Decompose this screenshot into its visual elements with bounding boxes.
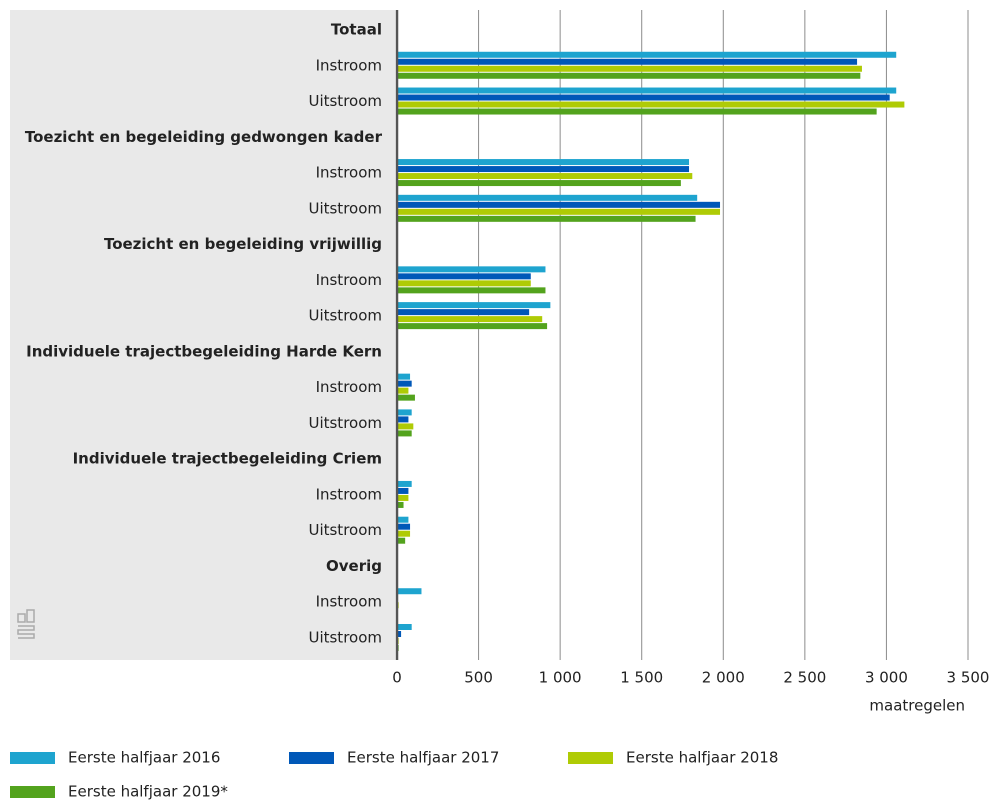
category-label: Instroom (316, 593, 382, 611)
legend-label: Eerste halfjaar 2019* (68, 783, 228, 801)
bar (397, 51, 897, 58)
bar (397, 194, 698, 201)
bar (397, 72, 861, 79)
bar (397, 480, 412, 487)
legend-label: Eerste halfjaar 2016 (68, 749, 220, 767)
category-label: Uitstroom (308, 92, 382, 110)
bar (397, 159, 690, 166)
x-tick-label: 3 500 (947, 669, 990, 687)
group-label: Overig (326, 557, 382, 575)
bar (397, 423, 414, 430)
bar (397, 302, 551, 309)
bar (397, 173, 693, 180)
bar (397, 215, 696, 222)
bar (397, 108, 877, 115)
label-panel (10, 10, 395, 660)
x-tick-label: 2 500 (783, 669, 826, 687)
category-label: Uitstroom (308, 629, 382, 647)
category-label: Uitstroom (308, 307, 382, 325)
bar (397, 631, 402, 637)
x-tick-label: 0 (392, 669, 402, 687)
bar (397, 166, 690, 173)
bar (397, 201, 721, 208)
bar (397, 65, 862, 72)
category-label: Instroom (316, 378, 382, 396)
category-label: Uitstroom (308, 521, 382, 539)
group-label: Individuele trajectbegeleiding Harde Ker… (26, 342, 382, 360)
bar (397, 501, 404, 508)
x-axis-label: maatregelen (869, 697, 965, 715)
bar (397, 87, 897, 94)
group-label: Toezicht en begeleiding vrijwillig (104, 235, 382, 253)
bar (397, 416, 409, 423)
x-tick-label: 1 500 (620, 669, 663, 687)
category-label: Instroom (316, 271, 382, 289)
bar (397, 588, 422, 595)
bar (397, 516, 409, 523)
legend-label: Eerste halfjaar 2018 (626, 749, 778, 767)
bar (397, 94, 890, 101)
logo (17, 609, 35, 639)
bar (397, 487, 409, 494)
legend-swatch (568, 752, 613, 764)
bar (397, 280, 531, 287)
category-label: Instroom (316, 485, 382, 503)
group-label: Totaal (331, 21, 382, 39)
legend-swatch (289, 752, 334, 764)
bar (397, 323, 548, 330)
category-label: Uitstroom (308, 199, 382, 217)
bar (397, 266, 546, 273)
bar (397, 494, 409, 501)
bar (397, 387, 409, 394)
x-tick-label: 3 000 (865, 669, 908, 687)
bar (397, 287, 546, 294)
bar (397, 530, 411, 537)
bar (397, 430, 412, 437)
bar (397, 309, 530, 316)
bar (397, 624, 412, 630)
group-label: Individuele trajectbegeleiding Criem (73, 450, 382, 468)
legend-swatch (10, 752, 55, 764)
bar (397, 537, 406, 544)
bar (397, 373, 411, 380)
category-label: Instroom (316, 164, 382, 182)
x-tick-label: 2 000 (702, 669, 745, 687)
bar (397, 394, 415, 401)
x-tick-label: 500 (464, 669, 493, 687)
x-tick-label: 1 000 (539, 669, 582, 687)
bar (397, 523, 411, 530)
legend-swatch (10, 786, 55, 798)
legend-label: Eerste halfjaar 2017 (347, 749, 499, 767)
bar (397, 380, 412, 387)
category-label: Instroom (316, 56, 382, 74)
bar (397, 273, 531, 280)
bar (397, 58, 858, 65)
bar (397, 208, 721, 215)
bar (397, 180, 681, 187)
bar (397, 409, 412, 416)
category-label: Uitstroom (308, 414, 382, 432)
bar (397, 316, 543, 323)
group-label: Toezicht en begeleiding gedwongen kader (25, 128, 383, 146)
bar (397, 101, 905, 108)
